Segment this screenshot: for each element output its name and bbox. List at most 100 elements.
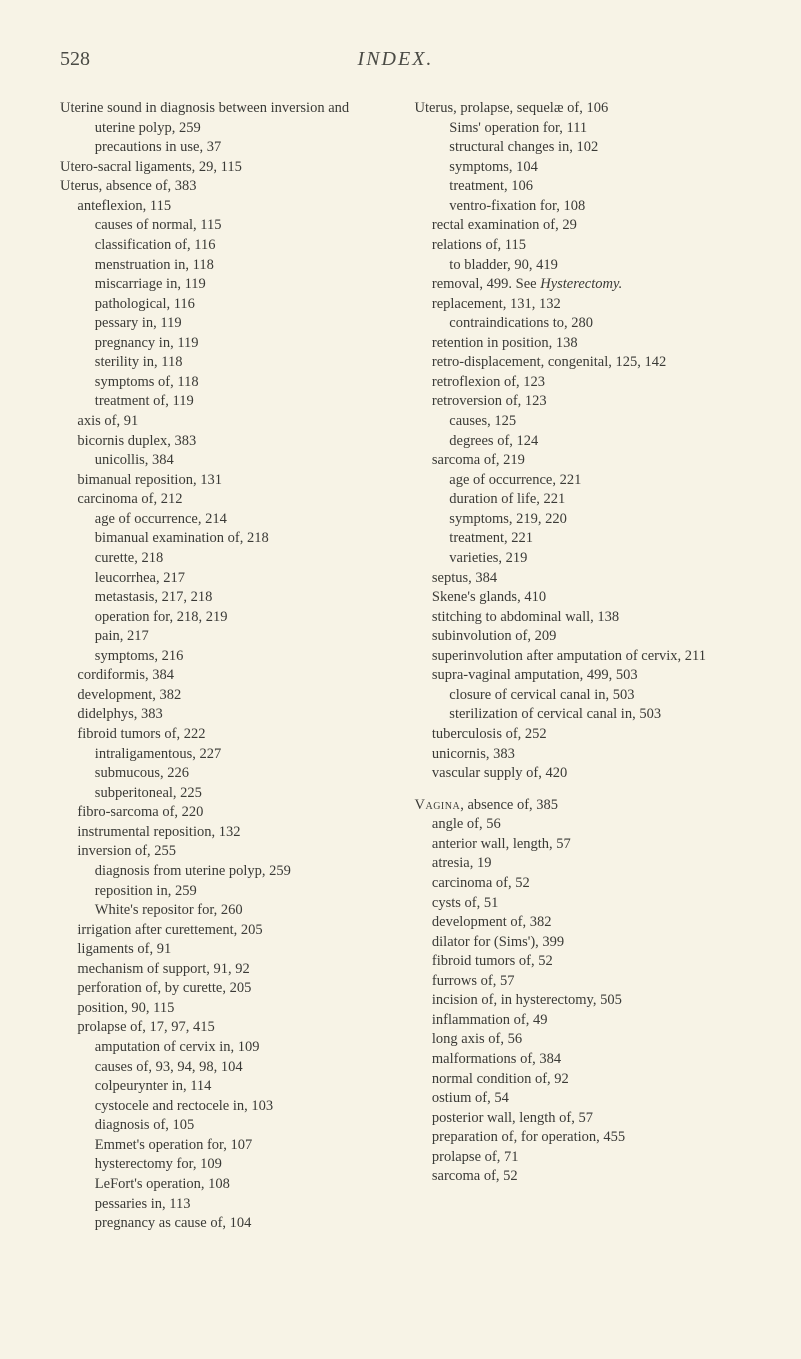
entry-text: LeFort's operation, 108 [95, 1176, 230, 1192]
entry-text: prolapse of, 17, 97, 415 [77, 1019, 214, 1035]
index-entry: retroflexion of, 123 [415, 373, 742, 393]
index-entry: colpeurynter in, 114 [60, 1077, 387, 1097]
index-entry: pathological, 116 [60, 295, 387, 315]
entry-text: symptoms, 104 [449, 159, 538, 175]
index-entry: leucorrhea, 217 [60, 569, 387, 589]
index-entry: bimanual reposition, 131 [60, 471, 387, 491]
index-entry: retention in position, 138 [415, 334, 742, 354]
index-entry: treatment, 221 [415, 529, 742, 549]
entry-text: colpeurynter in, 114 [95, 1078, 212, 1094]
entry-text: atresia, 19 [432, 855, 492, 871]
index-entry: causes of normal, 115 [60, 216, 387, 236]
index-entry: contraindications to, 280 [415, 314, 742, 334]
index-entry: angle of, 56 [415, 815, 742, 835]
entry-text: ventro-fixation for, 108 [449, 198, 585, 214]
index-entry: stitching to abdominal wall, 138 [415, 608, 742, 628]
entry-text: reposition in, 259 [95, 883, 197, 899]
entry-text: furrows of, 57 [432, 973, 515, 989]
index-entry: menstruation in, 118 [60, 256, 387, 276]
entry-text: irrigation after curettement, 205 [77, 922, 262, 938]
entry-text: rectal examination of, 29 [432, 217, 577, 233]
entry-text: symptoms of, 118 [95, 374, 199, 390]
index-entry: pessaries in, 113 [60, 1195, 387, 1215]
entry-text: operation for, 218, 219 [95, 609, 228, 625]
entry-text: didelphys, 383 [77, 706, 162, 722]
entry-text: sterility in, 118 [95, 354, 183, 370]
entry-text: treatment, 106 [449, 178, 533, 194]
entry-text: Sims' operation for, 111 [449, 120, 587, 136]
entry-text: Utero-sacral ligaments, 29, 115 [60, 159, 242, 175]
index-entry: anteflexion, 115 [60, 197, 387, 217]
entry-text: relations of, 115 [432, 237, 526, 253]
entry-text: unicollis, 384 [95, 452, 174, 468]
index-entry: Vagina, absence of, 385 [415, 796, 742, 816]
entry-text: inversion of, 255 [77, 843, 176, 859]
index-entry: pregnancy in, 119 [60, 334, 387, 354]
index-entry: anterior wall, length, 57 [415, 835, 742, 855]
entry-text: normal condition of, 92 [432, 1071, 569, 1087]
entry-text: pregnancy as cause of, 104 [95, 1215, 252, 1231]
entry-text: cystocele and rectocele in, 103 [95, 1098, 273, 1114]
entry-text: intraligamentous, 227 [95, 746, 221, 762]
index-entry: incision of, in hysterectomy, 505 [415, 991, 742, 1011]
right-column: Uterus, prolapse, sequelæ of, 106 Sims' o… [415, 99, 742, 1234]
entry-text: precautions in use, 37 [95, 139, 221, 155]
page-title: INDEX. [358, 48, 434, 71]
entry-text: subperitoneal, 225 [95, 785, 202, 801]
index-entry: to bladder, 90, 419 [415, 256, 742, 276]
index-entry: position, 90, 115 [60, 999, 387, 1019]
entry-text: submucous, 226 [95, 765, 189, 781]
index-entry: prolapse of, 17, 97, 415 [60, 1018, 387, 1038]
entry-text: to bladder, 90, 419 [449, 257, 558, 273]
entry-text: symptoms, 219, 220 [449, 511, 567, 527]
entry-text: causes of normal, 115 [95, 217, 222, 233]
index-entry: unicollis, 384 [60, 451, 387, 471]
entry-text: sarcoma of, 52 [432, 1168, 518, 1184]
index-entry: varieties, 219 [415, 549, 742, 569]
entry-text: amputation of cervix in, 109 [95, 1039, 260, 1055]
index-entry: causes of, 93, 94, 98, 104 [60, 1058, 387, 1078]
entry-text: pathological, 116 [95, 296, 195, 312]
entry-text: classification of, 116 [95, 237, 216, 253]
entry-text: inflammation of, 49 [432, 1012, 548, 1028]
index-entry: unicornis, 383 [415, 745, 742, 765]
index-entry: Uterus, prolapse, sequelæ of, 106 [415, 99, 742, 119]
index-entry: posterior wall, length of, 57 [415, 1109, 742, 1129]
entry-text: instrumental reposition, 132 [77, 824, 240, 840]
entry-xref: Hysterectomy. [540, 276, 622, 292]
index-entry: intraligamentous, 227 [60, 745, 387, 765]
index-entry: amputation of cervix in, 109 [60, 1038, 387, 1058]
entry-text: ostium of, 54 [432, 1090, 509, 1106]
index-entry: sterility in, 118 [60, 353, 387, 373]
entry-text: symptoms, 216 [95, 648, 184, 664]
index-entry: subperitoneal, 225 [60, 784, 387, 804]
entry-text: mechanism of support, 91, 92 [77, 961, 249, 977]
entry-text: degrees of, 124 [449, 433, 538, 449]
index-entry: retroversion of, 123 [415, 392, 742, 412]
entry-text: supra-vaginal amputation, 499, 503 [432, 667, 638, 683]
index-entry: Uterus, absence of, 383 [60, 177, 387, 197]
index-entry: relations of, 115 [415, 236, 742, 256]
index-entry: reposition in, 259 [60, 882, 387, 902]
entry-text: long axis of, 56 [432, 1031, 522, 1047]
index-entry: mechanism of support, 91, 92 [60, 960, 387, 980]
index-entry: instrumental reposition, 132 [60, 823, 387, 843]
entry-text: unicornis, 383 [432, 746, 515, 762]
index-entry: structural changes in, 102 [415, 138, 742, 158]
index-entry: bicornis duplex, 383 [60, 432, 387, 452]
entry-text: angle of, 56 [432, 816, 501, 832]
entry-text: sterilization of cervical canal in, 503 [449, 706, 661, 722]
index-entry: symptoms, 219, 220 [415, 510, 742, 530]
entry-text: subinvolution of, 209 [432, 628, 556, 644]
entry-text: Uterus, prolapse, sequelæ of, 106 [415, 100, 609, 116]
entry-text: tuberculosis of, 252 [432, 726, 547, 742]
entry-gap [415, 784, 742, 796]
entry-text: fibro-sarcoma of, 220 [77, 804, 203, 820]
index-entry: vascular supply of, 420 [415, 764, 742, 784]
entry-text: age of occurrence, 214 [95, 511, 227, 527]
index-entry: inflammation of, 49 [415, 1011, 742, 1031]
index-entry: didelphys, 383 [60, 705, 387, 725]
index-entry: precautions in use, 37 [60, 138, 387, 158]
index-entry: sterilization of cervical canal in, 503 [415, 705, 742, 725]
entry-headword: Vagina [415, 797, 461, 813]
